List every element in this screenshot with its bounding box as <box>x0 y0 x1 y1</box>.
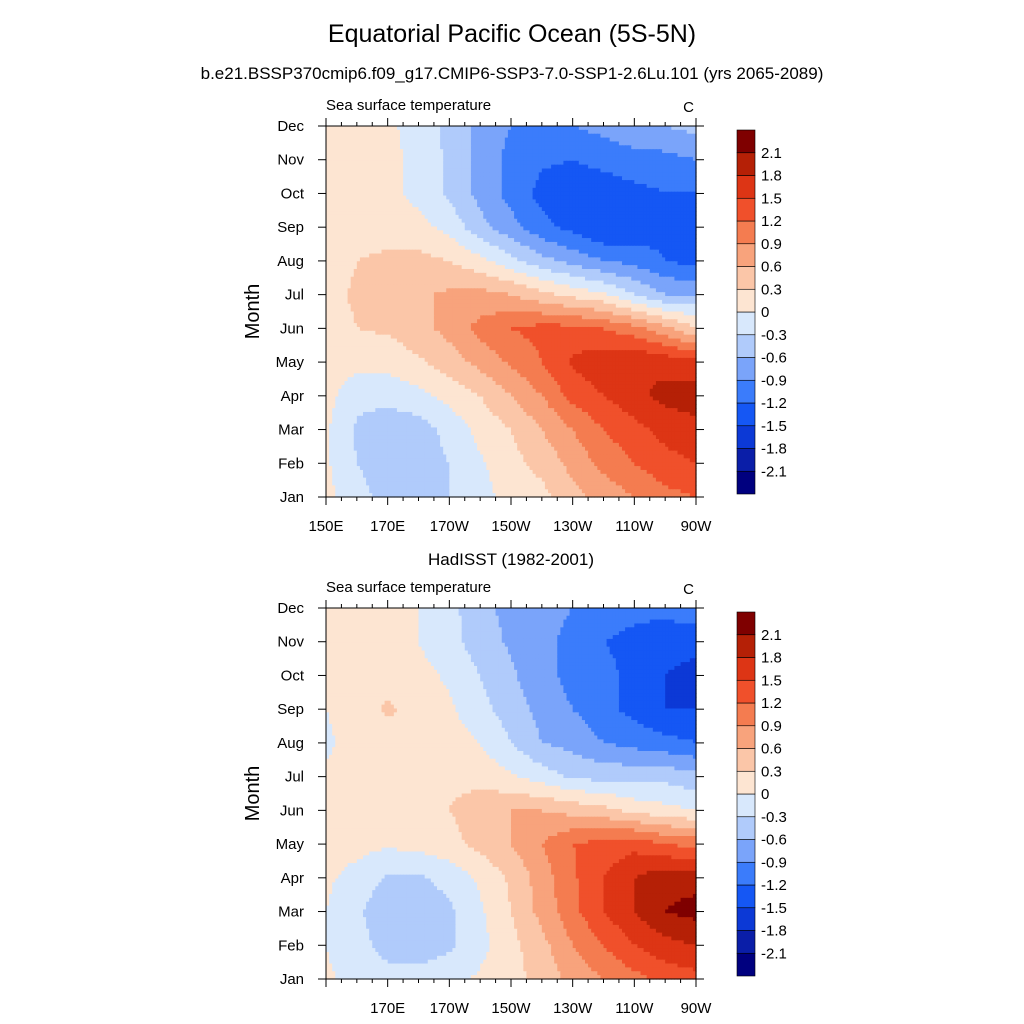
panel-1: Sea surface temperature CJanFebMarAprMayJ… <box>242 97 787 535</box>
sst-field <box>326 126 697 498</box>
